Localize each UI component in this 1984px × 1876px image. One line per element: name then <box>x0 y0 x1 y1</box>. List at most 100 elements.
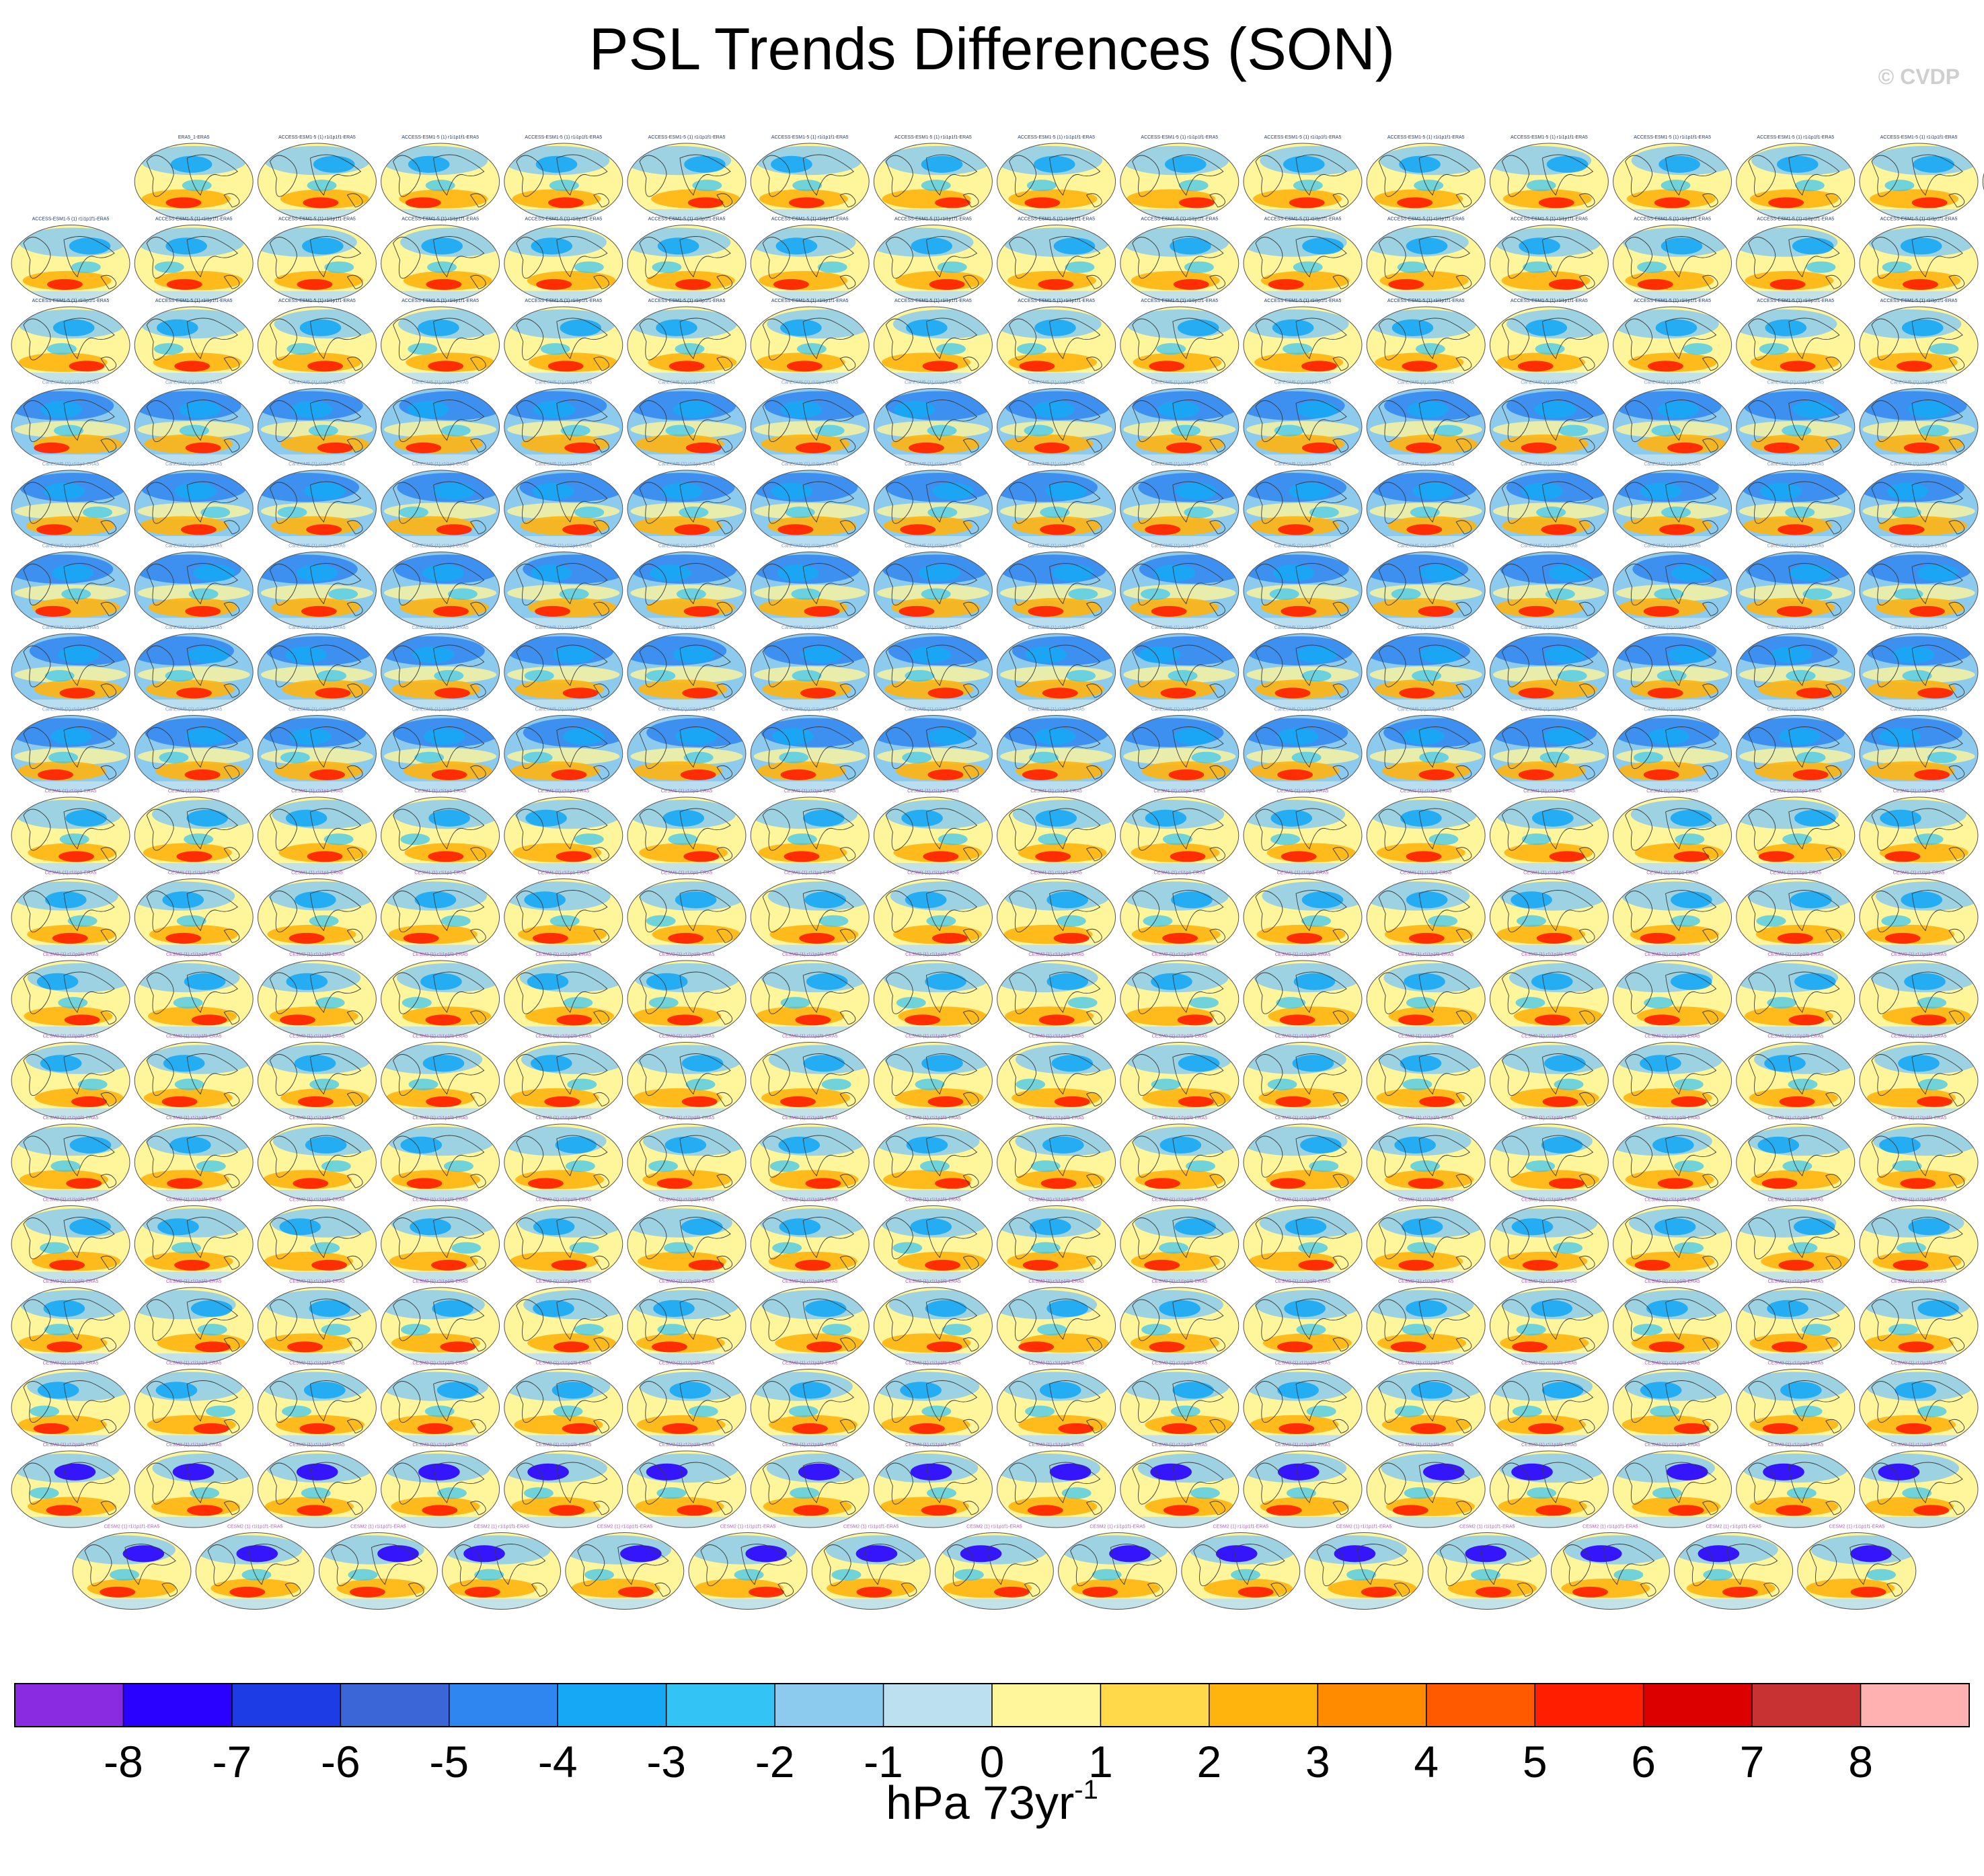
panel-continents <box>516 890 609 944</box>
panel-region-mid <box>822 1324 852 1336</box>
panel-region-high <box>683 605 720 617</box>
map-panel: CESM1 (1) r1i1p1-ERA5 <box>1859 871 1979 956</box>
panel-region-high <box>1162 932 1198 944</box>
panel-region-high <box>926 1341 962 1353</box>
panel-outline <box>257 960 377 1038</box>
panel-continents <box>639 644 733 698</box>
panel-region-low <box>1760 482 1802 500</box>
panel-region-high <box>431 1259 467 1271</box>
panel-region-low <box>1778 728 1821 745</box>
map-panel: CanESM5 (1) r1i1p1-ERA5 <box>1489 462 1609 548</box>
panel-region-mid <box>1040 506 1070 519</box>
panel-outline <box>134 470 254 548</box>
panel-outline <box>504 960 623 1038</box>
panel-region-low <box>1400 809 1442 827</box>
panel-outline <box>1736 1205 1856 1283</box>
panel-region-high <box>297 1096 334 1107</box>
panel-region-mid <box>791 588 821 600</box>
panel-region-high <box>1278 524 1314 535</box>
map-panel: CESM2 (1) r1i1p1f1-ERA5 <box>1489 1116 1609 1201</box>
panel-region-high <box>1762 1423 1798 1434</box>
panel-continents <box>639 726 733 780</box>
panel-continents <box>1748 1053 1841 1107</box>
panel-outline <box>1613 470 1732 548</box>
panel-caption: CESM2 (1) r1i1p1f1-ERA5 <box>843 1525 899 1530</box>
map-panel: ACCESS-ESM1-5 (1) r1i1p1f1-ERA5 <box>997 299 1116 384</box>
panel-caption: CESM2 (1) r1i1p1f1-ERA5 <box>43 1198 99 1203</box>
panel-region-high <box>433 605 469 617</box>
panel-caption: CESM2 (1) r1i1p1f1-ERA5 <box>1152 1361 1208 1366</box>
map-panel: CESM2 (1) r1i1p1f1-ERA5 <box>1736 1279 1856 1365</box>
panel-caption: CESM2 (1) r1i1p1f1-ERA5 <box>1891 1361 1947 1366</box>
panel-outline <box>1120 470 1239 548</box>
panel-caption: CESM1 (1) r1i1p1-ERA5 <box>1523 789 1575 794</box>
panel-continents <box>1625 236 1718 290</box>
panel-region-low <box>1032 401 1075 418</box>
panel-region-high <box>1522 1259 1558 1271</box>
map-panel: CESM2 (1) r1i1p1f1-ERA5 <box>627 1279 747 1365</box>
panel-region-low <box>798 1463 840 1480</box>
panel-outline <box>1613 1123 1732 1201</box>
map-panel: CESM1 (1) r1i1p1-ERA5 <box>134 871 254 956</box>
map-panel: CESM2 (1) r1i1p1f1-ERA5 <box>934 1525 1054 1610</box>
panel-region-mid <box>408 343 438 355</box>
panel-region-high <box>303 197 339 209</box>
map-panel: ACCESS-ESM1-5 (1) r1i1p1f1-ERA5 <box>873 135 993 221</box>
panel-region-mid <box>414 751 445 763</box>
panel-caption: CESM2 (1) r1i1p1f1-ERA5 <box>659 1198 715 1203</box>
panel-caption: CESM2 (1) r1i1p1f1-ERA5 <box>1275 1198 1331 1203</box>
map-panel: ACCESS-ESM1-5 (1) r1i1p1f1-ERA5 <box>504 217 623 302</box>
panel-region-low <box>562 728 605 745</box>
colorbar-swatch <box>15 1684 124 1727</box>
panel-region-high <box>1275 1096 1311 1107</box>
panel-continents <box>516 236 609 290</box>
map-panel: CanESM5 (1) r1i1p1-ERA5 <box>627 381 747 465</box>
map-panel: CanESM5 (1) r1i1p1-ERA5 <box>257 462 377 548</box>
panel-region-mid <box>1786 1487 1817 1499</box>
map-panel: CESM2 (1) r1i1p1f1-ERA5 <box>1366 1443 1486 1528</box>
panel-outline <box>1366 715 1486 792</box>
panel-outline <box>1613 552 1732 629</box>
panel-continents <box>1193 1544 1287 1598</box>
map-panel: CESM2 (1) r1i1p1f1-ERA5 <box>627 1035 747 1119</box>
panel-caption: CanESM5 (1) r1i1p1-ERA5 <box>1891 381 1948 385</box>
panel-caption: ACCESS-ESM1-5 (1) r1i1p1f1-ERA5 <box>1141 135 1218 140</box>
panel-region-low <box>772 728 814 745</box>
panel-outline <box>997 1287 1116 1365</box>
panel-outline <box>11 1042 130 1119</box>
map-panel: CESM2 (1) r1i1p1f1-ERA5 <box>1859 1198 1979 1283</box>
panel-caption: CESM2 (1) r1i1p1f1-ERA5 <box>1768 1116 1824 1121</box>
map-panel: ACCESS-ESM1-5 (1) r1i1p1f1-ERA5 <box>627 299 747 384</box>
panel-region-low <box>1172 1382 1214 1399</box>
panel-outline <box>873 470 993 548</box>
panel-antarctic <box>1305 1598 1423 1610</box>
map-panel: CESM2 (1) r1i1p1f1-ERA5 <box>11 952 130 1038</box>
panel-continents <box>1009 317 1102 371</box>
panel-region-mid <box>44 1324 74 1336</box>
panel-region-high <box>1038 278 1074 290</box>
map-panel: CESM2 (1) r1i1p1f1-ERA5 <box>1181 1525 1301 1610</box>
panel-caption: CESM2 (1) r1i1p1f1-ERA5 <box>1891 952 1947 957</box>
panel-continents <box>23 1298 117 1352</box>
panel-outline <box>11 552 130 629</box>
panel-outline <box>997 878 1116 956</box>
panel-region-low <box>1301 891 1344 909</box>
map-panel: CESM2 (1) r1i1p1f1-ERA5 <box>1613 952 1732 1038</box>
panel-region-south <box>1561 1578 1650 1598</box>
panel-continents <box>269 1217 363 1271</box>
panel-region-high <box>1298 1259 1334 1271</box>
panel-region-mid <box>159 751 189 763</box>
panel-region-low <box>50 728 92 745</box>
panel-antarctic <box>73 1598 191 1610</box>
panel-region-mid <box>1917 1078 1948 1090</box>
panel-region-mid <box>1407 1242 1437 1254</box>
panel-continents <box>269 644 363 698</box>
panel-continents <box>1255 236 1349 290</box>
panel-region-high <box>293 1178 329 1189</box>
panel-region-low <box>432 482 475 500</box>
panel-caption: CESM2 (1) r1i1p1f1-ERA5 <box>43 1035 99 1039</box>
panel-region-low <box>1175 482 1217 500</box>
panel-continents <box>639 808 733 862</box>
panel-continents <box>1501 400 1595 453</box>
map-panel: CESM2 (1) r1i1p1f1-ERA5 <box>381 952 500 1038</box>
